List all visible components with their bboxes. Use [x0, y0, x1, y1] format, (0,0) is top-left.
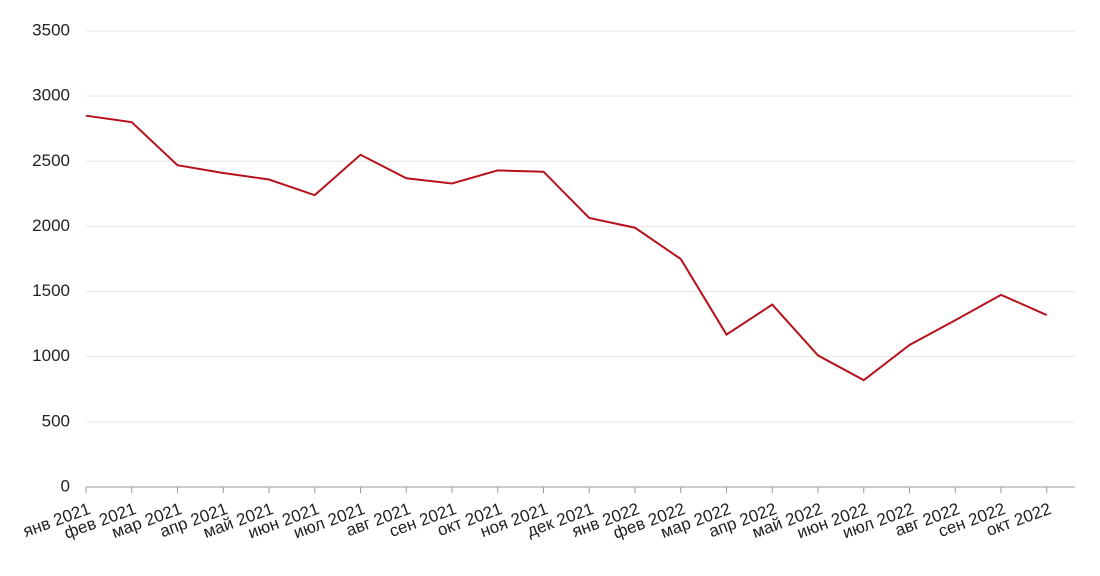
y-tick-label: 3000 — [32, 86, 70, 105]
y-tick-label: 2500 — [32, 151, 70, 170]
y-tick-label: 1500 — [32, 281, 70, 300]
y-tick-label: 0 — [61, 476, 70, 495]
line-series — [85, 114, 1048, 382]
y-tick-label: 1000 — [32, 346, 70, 365]
y-tick-label: 2000 — [32, 216, 70, 235]
y-tick-label: 3500 — [32, 20, 70, 39]
y-tick-label: 500 — [42, 411, 70, 430]
